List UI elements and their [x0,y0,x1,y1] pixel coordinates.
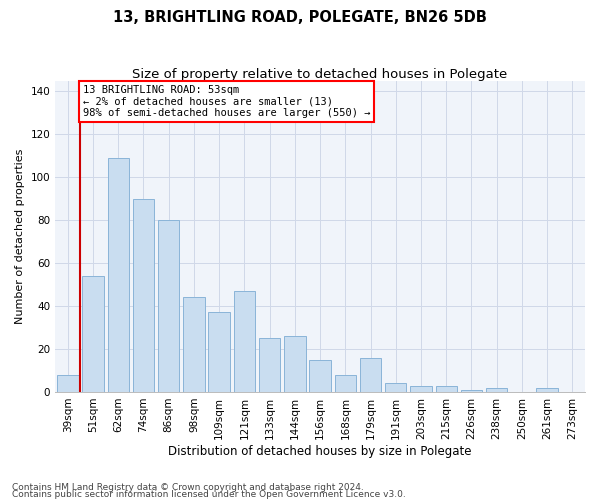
Text: 13, BRIGHTLING ROAD, POLEGATE, BN26 5DB: 13, BRIGHTLING ROAD, POLEGATE, BN26 5DB [113,10,487,25]
Text: 13 BRIGHTLING ROAD: 53sqm
← 2% of detached houses are smaller (13)
98% of semi-d: 13 BRIGHTLING ROAD: 53sqm ← 2% of detach… [83,85,370,118]
Bar [310,360,331,392]
Bar [410,386,432,392]
Bar [183,298,205,392]
X-axis label: Distribution of detached houses by size in Polegate: Distribution of detached houses by size … [169,444,472,458]
Text: Contains HM Land Registry data © Crown copyright and database right 2024.: Contains HM Land Registry data © Crown c… [12,484,364,492]
Bar [284,336,305,392]
Y-axis label: Number of detached properties: Number of detached properties [15,148,25,324]
Bar [536,388,558,392]
Bar [335,375,356,392]
Bar [208,312,230,392]
Bar [360,358,381,392]
Bar [486,388,508,392]
Bar [461,390,482,392]
Text: Contains public sector information licensed under the Open Government Licence v3: Contains public sector information licen… [12,490,406,499]
Bar [385,384,406,392]
Bar [158,220,179,392]
Bar [436,386,457,392]
Bar [133,198,154,392]
Bar [57,375,79,392]
Title: Size of property relative to detached houses in Polegate: Size of property relative to detached ho… [133,68,508,80]
Bar [259,338,280,392]
Bar [107,158,129,392]
Bar [233,291,255,392]
Bar [82,276,104,392]
